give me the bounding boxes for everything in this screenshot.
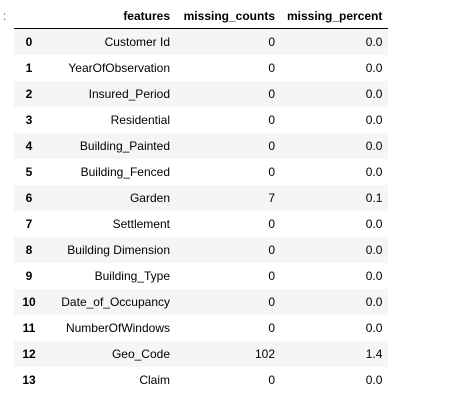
row-index: 13 — [22, 373, 36, 387]
row-index: 8 — [25, 243, 33, 257]
cell-missing-counts: 0 — [268, 295, 275, 309]
row-index: 3 — [25, 113, 33, 127]
row-index: 4 — [25, 139, 33, 153]
cell-missing-percent: 0.0 — [365, 61, 383, 75]
row-index: 11 — [22, 321, 36, 335]
column-header-missing-counts: missing_counts — [176, 4, 281, 29]
row-index: 5 — [25, 165, 33, 179]
cell-features: YearOfObservation — [68, 61, 170, 75]
cell-missing-counts: 0 — [268, 165, 275, 179]
cell-missing-counts: 102 — [254, 347, 275, 361]
cell-features: Building_Fenced — [80, 165, 170, 179]
cell-missing-counts: 0 — [268, 243, 275, 257]
table-row: 13 Claim 0 0.0 — [14, 367, 388, 393]
table-row: 1 YearOfObservation 0 0.0 — [14, 55, 388, 81]
column-header-index — [14, 4, 44, 29]
cell-output-area: features missing_counts missing_percent … — [14, 4, 389, 394]
cell-missing-percent: 0.0 — [365, 295, 383, 309]
table-row: 2 Insured_Period 0 0.0 — [14, 81, 389, 107]
cell-missing-percent: 0.0 — [365, 269, 383, 283]
table-header: features missing_counts missing_percent — [14, 4, 389, 29]
header-row: features missing_counts missing_percent — [14, 4, 389, 29]
row-index: 7 — [25, 217, 33, 231]
column-header-features: features — [44, 4, 176, 29]
cell-features: Building_Painted — [79, 139, 170, 153]
cell-features: Building_Type — [94, 269, 170, 283]
column-header-missing-percent: missing_percent — [281, 4, 389, 29]
cell-missing-counts: 0 — [268, 61, 275, 75]
cell-missing-percent: 0.1 — [365, 191, 383, 205]
cell-missing-counts: 7 — [268, 191, 275, 205]
cell-features: Building Dimension — [67, 243, 170, 257]
cell-missing-percent: 0.0 — [365, 35, 383, 49]
cell-missing-percent: 1.4 — [365, 347, 383, 361]
table-row: 12 Geo_Code 102 1.4 — [14, 341, 389, 367]
row-index: 6 — [25, 191, 33, 205]
table-row: 11 NumberOfWindows 0 0.0 — [14, 315, 388, 341]
table-body: 0 Customer Id 0 0.0 1 YearOfObservation 0 0.0 2 I… — [14, 28, 389, 394]
cell-missing-percent: 0.0 — [365, 321, 383, 335]
row-index: 2 — [25, 87, 33, 101]
cell-missing-percent: 0.0 — [365, 217, 383, 231]
table-row: 7 Settlement 0 0.0 — [14, 211, 388, 237]
cell-missing-counts: 0 — [268, 373, 275, 387]
table-row: 6 Garden 7 0.1 — [14, 185, 389, 211]
cell-features: Settlement — [112, 217, 170, 231]
cell-missing-percent: 0.0 — [365, 373, 383, 387]
table-row: 9 Building_Type 0 0.0 — [14, 263, 388, 289]
cell-missing-percent: 0.0 — [365, 243, 383, 257]
table-row: 8 Building Dimension 0 0.0 — [14, 237, 389, 263]
row-index: 0 — [25, 35, 33, 49]
cell-features: Garden — [129, 191, 170, 205]
dataframe-table: features missing_counts missing_percent … — [14, 4, 389, 394]
table-row: 10 Date_of_Occupancy 0 0.0 — [14, 289, 389, 315]
table-row: 5 Building_Fenced 0 0.0 — [14, 159, 388, 185]
cell-missing-counts: 0 — [268, 269, 275, 283]
cell-features: Date_of_Occupancy — [61, 295, 170, 309]
table-row: 4 Building_Painted 0 0.0 — [14, 133, 389, 159]
cell-features: Claim — [139, 373, 170, 387]
cell-missing-counts: 0 — [268, 35, 275, 49]
cell-features: NumberOfWindows — [65, 321, 170, 335]
cell-missing-percent: 0.0 — [365, 87, 383, 101]
cell-missing-counts: 0 — [268, 113, 275, 127]
cell-missing-percent: 0.0 — [365, 113, 383, 127]
cell-missing-counts: 0 — [268, 217, 275, 231]
cell-missing-counts: 0 — [268, 139, 275, 153]
cell-missing-counts: 0 — [268, 87, 275, 101]
row-index: 10 — [22, 295, 36, 309]
cell-missing-percent: 0.0 — [365, 139, 383, 153]
row-index: 1 — [25, 61, 33, 75]
output-prompt-marker: : — [3, 9, 7, 23]
cell-features: Customer Id — [104, 35, 170, 49]
cell-features: Geo_Code — [111, 347, 170, 361]
row-index: 9 — [25, 269, 33, 283]
table-row: 3 Residential 0 0.0 — [14, 107, 388, 133]
cell-missing-counts: 0 — [268, 321, 275, 335]
cell-missing-percent: 0.0 — [365, 165, 383, 179]
cell-features: Insured_Period — [88, 87, 170, 101]
cell-features: Residential — [110, 113, 170, 127]
table-row: 0 Customer Id 0 0.0 — [14, 28, 389, 55]
row-index: 12 — [22, 347, 36, 361]
